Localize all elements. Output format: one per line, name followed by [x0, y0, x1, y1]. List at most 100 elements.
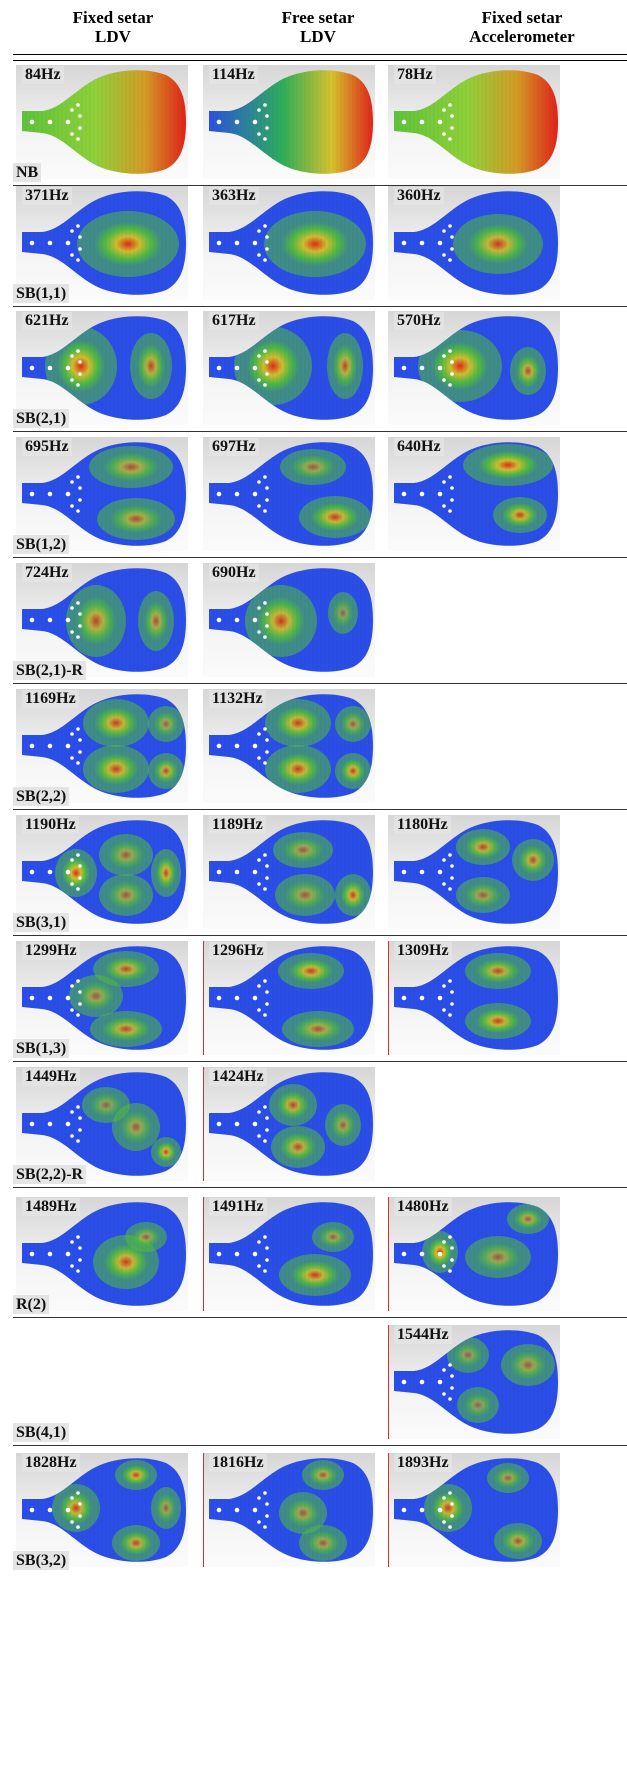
vibration-antinode — [120, 1111, 152, 1143]
measurement-point — [76, 349, 80, 353]
vibration-antinode — [280, 1133, 316, 1161]
panel-edge-line — [203, 1067, 204, 1181]
measurement-point — [448, 475, 452, 479]
vibration-antinode — [510, 1351, 546, 1379]
measurement-point — [263, 103, 267, 107]
mode-shape-image — [16, 689, 188, 803]
measurement-point — [437, 995, 443, 1001]
measurement-point — [265, 1514, 269, 1518]
panel-edge-line — [388, 1197, 389, 1311]
vibration-antinode — [432, 1492, 464, 1524]
measurement-point — [437, 1379, 443, 1385]
vibration-antinode — [283, 838, 323, 862]
row-divider — [13, 1061, 627, 1062]
mode-shape-image — [388, 65, 560, 179]
measurement-point — [78, 247, 82, 251]
header-line: Accelerometer — [469, 27, 575, 46]
measurement-point — [263, 601, 267, 605]
measurement-point — [263, 853, 267, 857]
mode-shape-cell: 1489Hz — [16, 1197, 188, 1311]
measurement-point — [419, 1251, 425, 1257]
measurement-point — [78, 876, 82, 880]
measurement-point — [47, 1507, 53, 1513]
vibration-antinode — [94, 707, 138, 739]
vibration-antinode — [341, 759, 365, 783]
measurement-point — [257, 858, 261, 862]
measurement-point — [257, 882, 261, 886]
header-free-ldv: Free setar LDV — [218, 8, 418, 46]
measurement-point — [263, 383, 267, 387]
measurement-point — [78, 235, 82, 239]
measurement-point — [252, 1121, 258, 1127]
measurement-point — [450, 247, 454, 251]
measurement-point — [234, 491, 240, 497]
measurement-point — [78, 1002, 82, 1006]
panel-edge-line — [388, 1453, 389, 1567]
measurement-point — [257, 1496, 261, 1500]
vibration-antinode — [502, 503, 538, 527]
measurement-point — [78, 126, 82, 130]
measurement-point — [47, 995, 53, 1001]
vibration-antinode — [464, 1393, 492, 1417]
vibration-antinode — [120, 1531, 152, 1555]
vibration-antinode — [307, 1531, 339, 1555]
measurement-point — [234, 743, 240, 749]
measurement-point — [263, 1139, 267, 1143]
measurement-point — [265, 1258, 269, 1262]
measurement-point — [401, 365, 407, 371]
measurement-point — [265, 738, 269, 742]
measurement-point — [47, 869, 53, 875]
vibration-antinode — [289, 959, 333, 983]
vibration-antinode — [291, 455, 335, 479]
frequency-label: 1299Hz — [22, 942, 80, 960]
measurement-point — [257, 354, 261, 358]
frequency-label: 617Hz — [209, 312, 259, 330]
measurement-point — [216, 1121, 222, 1127]
measurement-point — [265, 1116, 269, 1120]
measurement-point — [448, 853, 452, 857]
measurement-point — [216, 869, 222, 875]
mode-label: SB(1,3) — [13, 1039, 70, 1058]
measurement-point — [216, 617, 222, 623]
measurement-point — [419, 491, 425, 497]
panel-edge-line — [388, 1325, 389, 1439]
vibration-antinode — [276, 753, 320, 785]
measurement-point — [70, 1008, 74, 1012]
vibration-antinode — [144, 601, 168, 641]
vibration-antinode — [465, 883, 501, 907]
row-divider — [13, 431, 627, 432]
vibration-antinode — [276, 707, 320, 739]
measurement-point — [263, 1269, 267, 1273]
mode-shape-cell: 78Hz — [388, 65, 560, 179]
vibration-antinode — [78, 982, 114, 1010]
frequency-label: 1296Hz — [209, 942, 267, 960]
measurement-point — [257, 1110, 261, 1114]
measurement-point — [78, 990, 82, 994]
mode-row: 1190Hz 1189Hz 1180Hz SB(3,1) — [13, 812, 627, 936]
vibration-antinode — [285, 881, 325, 909]
frequency-label: 697Hz — [209, 438, 259, 456]
measurement-point — [265, 114, 269, 118]
measurement-point — [78, 1502, 82, 1506]
measurement-point — [76, 1235, 80, 1239]
measurement-point — [263, 258, 267, 262]
measurement-point — [47, 617, 53, 623]
measurement-point — [401, 119, 407, 125]
row-divider — [13, 1317, 627, 1318]
measurement-point — [29, 119, 35, 125]
vibration-antinode — [514, 1209, 542, 1229]
mode-shape-cell: 1828Hz — [16, 1453, 188, 1567]
mode-shape-image — [388, 1453, 560, 1567]
vibration-antinode — [156, 857, 176, 889]
measurement-point — [442, 378, 446, 382]
measurement-point — [437, 869, 443, 875]
measurement-point — [234, 240, 240, 246]
vibration-antinode — [476, 1243, 520, 1271]
measurement-point — [47, 491, 53, 497]
measurement-point — [252, 119, 258, 125]
vibration-antinode — [94, 222, 162, 266]
measurement-point — [65, 240, 71, 246]
mode-label: SB(2,2) — [13, 787, 70, 806]
measurement-point — [257, 1240, 261, 1244]
mode-shape-image — [203, 815, 375, 929]
